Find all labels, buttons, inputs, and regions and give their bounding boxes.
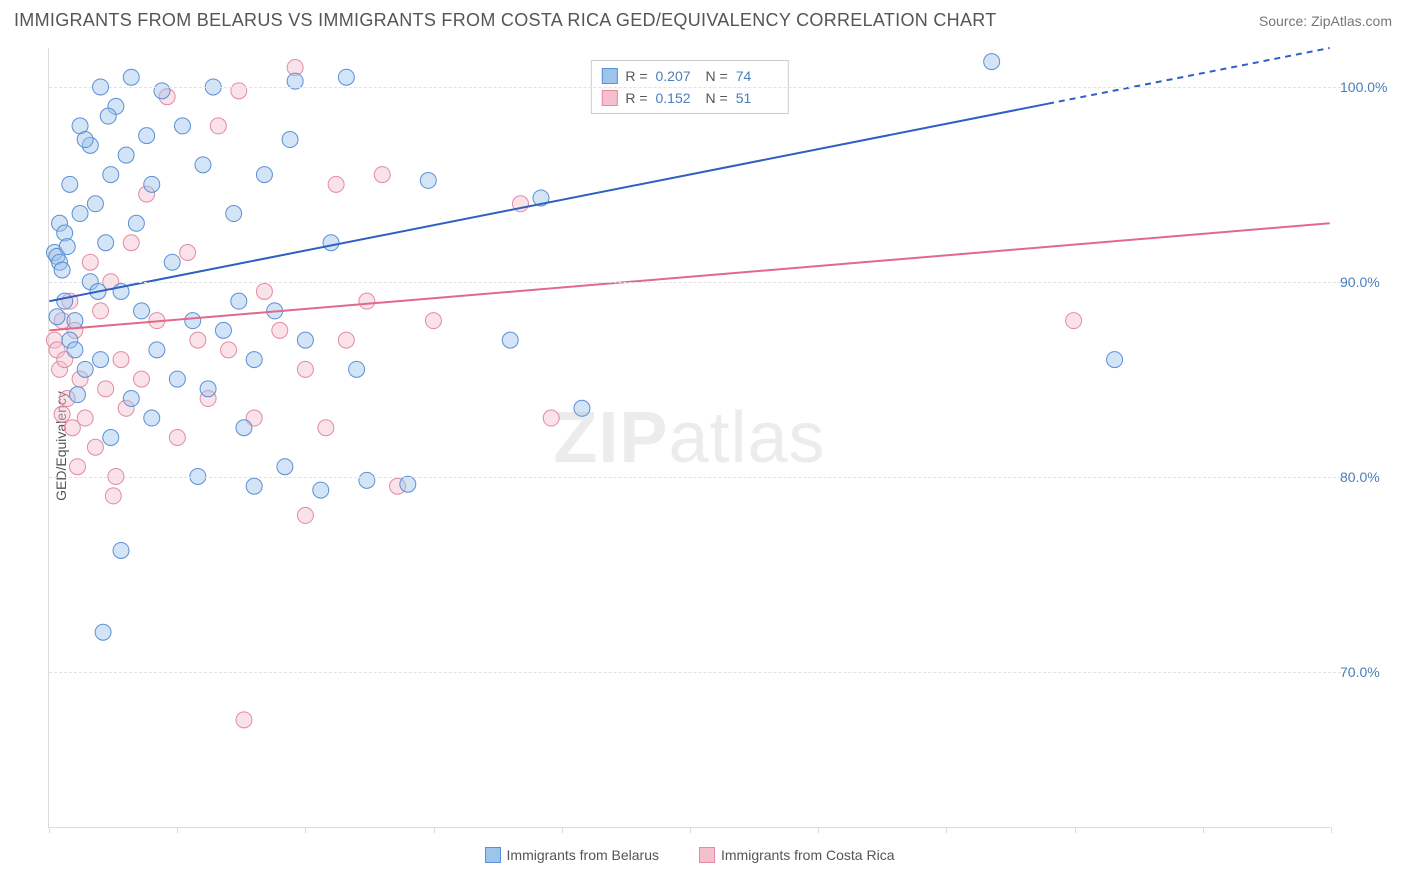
scatter-svg xyxy=(49,48,1330,827)
x-tick xyxy=(177,827,178,833)
chart-title: IMMIGRANTS FROM BELARUS VS IMMIGRANTS FR… xyxy=(14,10,997,31)
stat-row-series-1: R = 0.207 N = 74 xyxy=(601,65,777,87)
x-tick xyxy=(1203,827,1204,833)
x-tick xyxy=(562,827,563,833)
source-label: Source: ZipAtlas.com xyxy=(1259,13,1392,29)
x-tick xyxy=(1075,827,1076,833)
x-tick xyxy=(305,827,306,833)
x-tick xyxy=(690,827,691,833)
n-value-1: 74 xyxy=(736,65,778,87)
y-tick-label: 100.0% xyxy=(1340,79,1400,95)
y-tick-label: 70.0% xyxy=(1340,664,1400,680)
gridline xyxy=(49,282,1356,283)
r-value-2: 0.152 xyxy=(656,87,698,109)
r-value-1: 0.207 xyxy=(656,65,698,87)
legend-label-2: Immigrants from Costa Rica xyxy=(721,847,894,863)
x-tick xyxy=(818,827,819,833)
r-label: R = xyxy=(625,87,647,109)
x-tick xyxy=(49,827,50,833)
legend-item-2: Immigrants from Costa Rica xyxy=(699,847,894,863)
swatch-series-1 xyxy=(601,68,617,84)
y-tick-label: 90.0% xyxy=(1340,274,1400,290)
legend-label-1: Immigrants from Belarus xyxy=(507,847,659,863)
legend: Immigrants from Belarus Immigrants from … xyxy=(485,847,895,863)
n-value-2: 51 xyxy=(736,87,778,109)
swatch-series-2 xyxy=(601,90,617,106)
legend-item-1: Immigrants from Belarus xyxy=(485,847,659,863)
gridline xyxy=(49,672,1356,673)
x-tick xyxy=(946,827,947,833)
gridline xyxy=(49,87,1356,88)
n-label: N = xyxy=(706,65,728,87)
y-tick-label: 80.0% xyxy=(1340,469,1400,485)
chart-plot-area: ZIPatlas R = 0.207 N = 74 R = 0.152 N = … xyxy=(48,48,1330,828)
gridline xyxy=(49,477,1356,478)
n-label: N = xyxy=(706,87,728,109)
x-tick xyxy=(434,827,435,833)
legend-swatch-1 xyxy=(485,847,501,863)
legend-swatch-2 xyxy=(699,847,715,863)
stat-row-series-2: R = 0.152 N = 51 xyxy=(601,87,777,109)
r-label: R = xyxy=(625,65,647,87)
x-tick xyxy=(1331,827,1332,833)
